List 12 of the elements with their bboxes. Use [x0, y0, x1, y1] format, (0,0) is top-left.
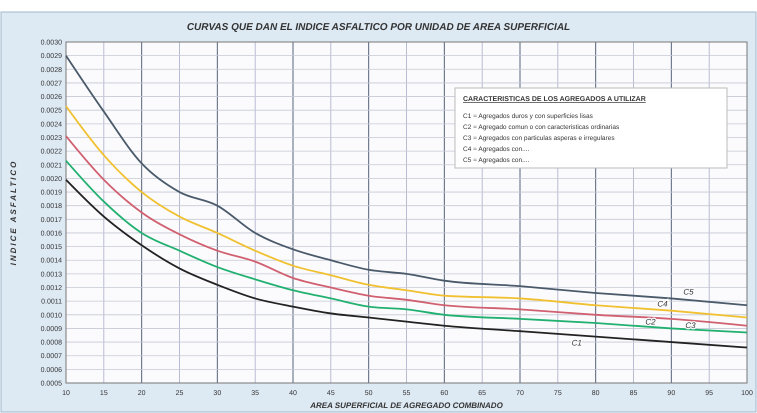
y-axis-title: INDICE ASFALTICO: [9, 160, 18, 266]
line-series: [65, 135, 748, 327]
series-label: C4: [657, 300, 668, 309]
series-label: C5: [683, 287, 694, 296]
series-label: C2: [645, 317, 656, 326]
series-label: C3: [685, 320, 696, 330]
line-series: [65, 54, 748, 306]
line-series: [65, 105, 748, 318]
line-series: [65, 178, 748, 348]
series-label: C1: [572, 338, 582, 348]
x-axis-title: AREA SUPERFICIAL DE AGREGADO COMBINADO: [309, 401, 504, 410]
chart-title: CURVAS QUE DAN EL INDICE ASFALTICO POR UNIDAD DE AREA SUPERFICIAL: [186, 22, 570, 33]
